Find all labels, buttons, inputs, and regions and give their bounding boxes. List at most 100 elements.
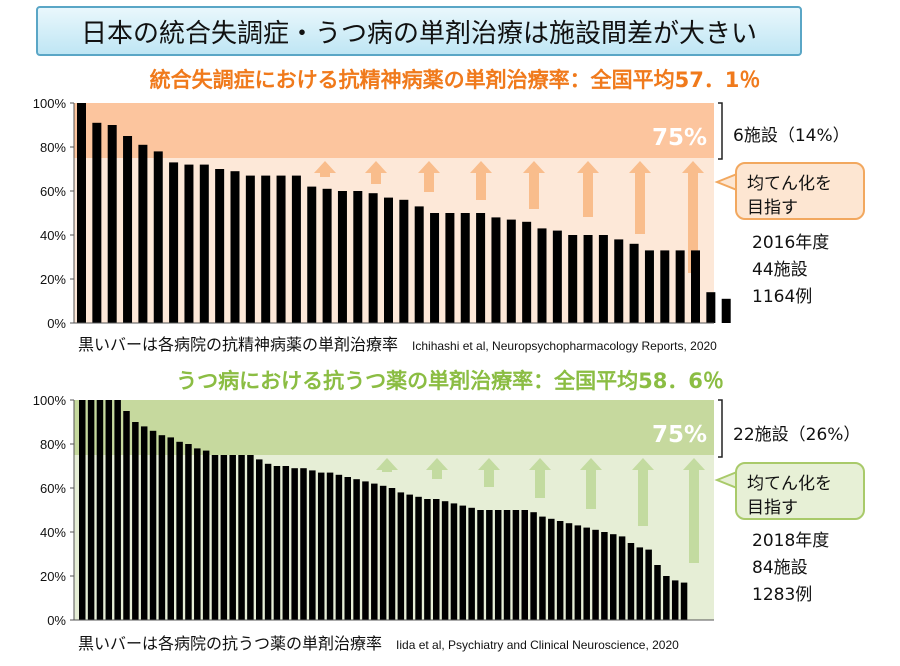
up-arrow xyxy=(523,161,545,209)
bar xyxy=(433,499,440,620)
bar xyxy=(199,164,209,323)
up-arrow xyxy=(682,161,704,273)
bar xyxy=(379,485,387,620)
note-facilities: 84施設 xyxy=(752,558,808,578)
bar xyxy=(491,217,501,323)
bar xyxy=(140,426,148,620)
bar xyxy=(397,492,405,620)
bar xyxy=(414,206,424,323)
bracket-label-depression: 22施設（26%） xyxy=(733,425,861,445)
bracket-label-schizophrenia: 6施設（14%） xyxy=(733,126,850,146)
bar xyxy=(138,144,148,323)
y-tick-label: 40% xyxy=(40,228,66,243)
bar xyxy=(123,411,130,620)
callout-line-1: 均てん化を xyxy=(747,174,832,194)
bar xyxy=(185,444,192,620)
note-year: 2018年度 xyxy=(752,531,830,551)
y-tick-label: 40% xyxy=(40,525,66,540)
chart-title-schizophrenia: 統合失調症における抗精神病薬の単剤治療率：全国平均57．1％ xyxy=(149,68,761,92)
bar xyxy=(123,136,133,323)
bar xyxy=(184,164,194,323)
footer-text: 黒いバーは各病院の抗うつ薬の単剤治療率 xyxy=(78,634,383,653)
up-arrow xyxy=(632,458,654,526)
bar xyxy=(238,455,245,620)
up-arrow xyxy=(529,458,551,498)
bar xyxy=(445,213,455,323)
callout-line-2: 目指す xyxy=(747,498,798,518)
bar xyxy=(399,199,409,323)
bar xyxy=(368,193,378,323)
bar xyxy=(610,534,617,620)
bar xyxy=(565,523,573,620)
bar xyxy=(592,529,599,620)
bar xyxy=(261,175,271,323)
bar xyxy=(522,221,532,323)
bar xyxy=(629,243,639,323)
bar xyxy=(441,501,449,620)
bar xyxy=(77,103,86,323)
bar xyxy=(424,499,431,620)
bar xyxy=(468,507,475,620)
up-arrow xyxy=(580,458,602,509)
bar xyxy=(322,188,332,323)
up-arrow xyxy=(418,161,440,192)
bar xyxy=(326,472,334,620)
bar xyxy=(406,494,413,620)
bar xyxy=(644,250,654,323)
bar xyxy=(388,488,396,620)
bar xyxy=(230,171,240,323)
bar xyxy=(353,191,363,323)
bar xyxy=(87,400,95,620)
bar xyxy=(598,235,608,323)
bar xyxy=(506,219,516,323)
bar xyxy=(477,510,484,620)
bar xyxy=(317,472,325,620)
bar xyxy=(220,455,228,620)
y-tick-label: 100% xyxy=(33,96,67,111)
bar xyxy=(645,549,652,620)
bar xyxy=(273,466,281,620)
note-year: 2016年度 xyxy=(752,233,830,253)
up-arrow xyxy=(629,161,651,234)
y-tick-label: 80% xyxy=(40,437,66,452)
bar xyxy=(264,463,272,620)
bar xyxy=(158,435,166,620)
callout-pointer xyxy=(714,470,738,490)
up-arrow xyxy=(314,161,336,177)
y-tick-label: 20% xyxy=(40,569,66,584)
up-arrow xyxy=(683,458,705,563)
up-arrow xyxy=(478,458,500,487)
bar xyxy=(721,298,731,323)
bar xyxy=(276,175,286,323)
target-label: 75% xyxy=(652,125,707,151)
bar xyxy=(96,400,104,620)
note-cases: 1283例 xyxy=(752,585,813,605)
bar xyxy=(614,239,624,323)
bar xyxy=(167,437,174,620)
citation: Ichihashi et al, Neuropsychopharmacology… xyxy=(412,339,717,353)
footer-text: 黒いバーは各病院の抗精神病薬の単剤治療率 xyxy=(78,335,399,354)
bracket xyxy=(718,102,723,160)
callout-line-2: 目指す xyxy=(747,198,798,218)
bar xyxy=(486,510,493,620)
bar xyxy=(105,400,113,620)
footer-depression: 黒いバーは各病院の抗うつ薬の単剤治療率 Iida et al, Psychiatr… xyxy=(78,630,679,654)
y-tick-label: 20% xyxy=(40,272,66,287)
footer-schizophrenia: 黒いバーは各病院の抗精神病薬の単剤治療率 Ichihashi et al, Neu… xyxy=(78,331,717,355)
bar xyxy=(300,468,307,620)
bar xyxy=(362,481,369,620)
bar xyxy=(307,186,317,323)
bar xyxy=(654,565,661,620)
bar xyxy=(371,483,378,620)
bar xyxy=(459,505,467,620)
y-tick-label: 0% xyxy=(47,613,66,628)
bar xyxy=(256,459,263,620)
bar xyxy=(153,151,163,323)
bar xyxy=(680,582,688,620)
bar xyxy=(245,175,255,323)
note-facilities: 44施設 xyxy=(752,260,808,280)
bar xyxy=(512,510,520,620)
chart-schizophrenia: 100% 80% 60% 40% 20% 0% 75% xyxy=(33,96,738,331)
bar xyxy=(574,525,582,620)
